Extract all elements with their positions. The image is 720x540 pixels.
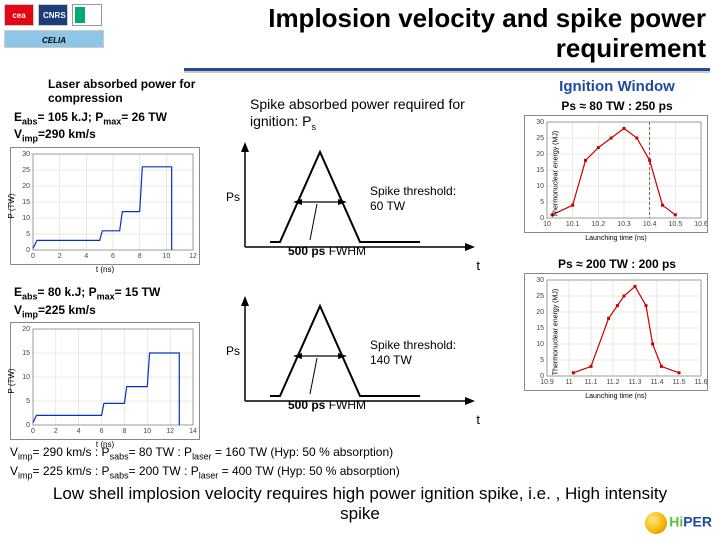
svg-text:12: 12 <box>189 253 197 260</box>
svg-text:30: 30 <box>536 119 544 126</box>
svg-text:2: 2 <box>58 253 62 260</box>
svg-text:12: 12 <box>166 428 174 435</box>
svg-text:14: 14 <box>189 428 197 435</box>
svg-text:8: 8 <box>138 253 142 260</box>
svg-text:2: 2 <box>54 428 58 435</box>
svg-text:4: 4 <box>77 428 81 435</box>
svg-text:10: 10 <box>22 374 30 381</box>
row2-params: Eabs= 80 k.J; Pmax= 15 TW Vimp=225 km/s <box>14 285 206 320</box>
svg-text:10.9: 10.9 <box>540 379 554 386</box>
svg-text:10.5: 10.5 <box>669 221 683 228</box>
ignition-heading: Ignition Window <box>520 78 714 95</box>
svg-text:10: 10 <box>22 215 30 222</box>
svg-text:20: 20 <box>22 326 30 333</box>
svg-text:0: 0 <box>31 253 35 260</box>
svg-text:0: 0 <box>540 215 544 222</box>
spike1-threshold: Spike threshold:60 TW <box>370 184 456 213</box>
ignition-chart-2: 10.9 11 11.1 11.2 11.3 11.4 11.5 11.6 0 5 10 15 20 25… <box>524 273 708 391</box>
mid-heading: Spike absorbed power required for igniti… <box>250 96 510 132</box>
svg-text:20: 20 <box>22 183 30 190</box>
svg-text:5: 5 <box>540 357 544 364</box>
svg-text:25: 25 <box>22 167 30 174</box>
svg-text:10: 10 <box>536 341 544 348</box>
svg-text:11.2: 11.2 <box>606 379 619 386</box>
spike2-fwhm: 500 ps FWHM <box>288 398 366 412</box>
summary-block: Vimp= 290 km/s : Psabs= 80 TW : Plaser =… <box>10 444 710 481</box>
svg-text:11.3: 11.3 <box>628 379 641 386</box>
compression-chart-2: 0246810121405101520 P (TW) t (ns) <box>10 322 200 440</box>
svg-text:15: 15 <box>536 325 544 332</box>
svg-text:30: 30 <box>536 277 544 284</box>
svg-text:6: 6 <box>111 253 115 260</box>
svg-text:15: 15 <box>22 350 30 357</box>
spike2-t: t <box>476 412 480 427</box>
svg-text:25: 25 <box>536 293 544 300</box>
svg-text:0: 0 <box>31 428 35 435</box>
svg-text:10: 10 <box>143 428 151 435</box>
hiper-ball-icon <box>645 512 667 534</box>
left-heading: Laser absorbed power for compression <box>48 78 206 106</box>
svg-text:10: 10 <box>536 183 544 190</box>
spike-diagram-2: Ps Spike threshold:140 TW 500 ps FWHM t <box>220 286 510 436</box>
title-shadow <box>184 71 710 73</box>
svg-text:10: 10 <box>543 221 551 228</box>
ignition-row1-label: Ps ≈ 80 TW : 250 ps <box>520 99 714 113</box>
svg-text:0: 0 <box>26 422 30 429</box>
svg-text:10.6: 10.6 <box>694 221 707 228</box>
cea-logo: cea <box>4 4 34 26</box>
svg-text:10.3: 10.3 <box>617 221 631 228</box>
logo-block: cea CNRS CELIA <box>4 4 124 48</box>
compression-chart-1: 024681012051015202530 P (TW) t (ns) <box>10 147 200 265</box>
svg-text:10.4: 10.4 <box>643 221 657 228</box>
svg-text:10.1: 10.1 <box>566 221 580 228</box>
ignition-row2-label: Ps ≈ 200 TW : 200 ps <box>520 257 714 271</box>
svg-text:30: 30 <box>22 151 30 158</box>
svg-text:0: 0 <box>26 247 30 254</box>
svg-text:15: 15 <box>22 199 30 206</box>
page-title: Implosion velocity and spike power requi… <box>124 4 710 64</box>
cnrs-logo: CNRS <box>38 4 68 26</box>
svg-text:20: 20 <box>536 151 544 158</box>
svg-text:4: 4 <box>84 253 88 260</box>
ps-axis-label: Ps <box>226 190 240 204</box>
svg-text:8: 8 <box>122 428 126 435</box>
svg-text:20: 20 <box>536 309 544 316</box>
bordeaux-logo <box>72 4 102 26</box>
spike1-fwhm: 500 ps FWHM <box>288 244 366 258</box>
svg-text:5: 5 <box>26 231 30 238</box>
svg-text:11.4: 11.4 <box>650 379 663 386</box>
svg-text:25: 25 <box>536 135 544 142</box>
svg-text:11: 11 <box>565 379 572 386</box>
row1-params: Eabs= 105 k.J; Pmax= 26 TW Vimp=290 km/s <box>14 110 206 145</box>
svg-text:6: 6 <box>100 428 104 435</box>
svg-text:10.2: 10.2 <box>592 221 606 228</box>
hiper-logo: HiPER <box>645 512 712 534</box>
spike1-t: t <box>476 258 480 273</box>
spike2-threshold: Spike threshold:140 TW <box>370 338 456 367</box>
svg-text:15: 15 <box>536 167 544 174</box>
svg-text:10: 10 <box>162 253 170 260</box>
svg-text:5: 5 <box>540 199 544 206</box>
svg-text:5: 5 <box>26 398 30 405</box>
svg-text:0: 0 <box>540 373 544 380</box>
spike-diagram-1: Ps Spike threshold:60 TW 500 ps FWHM t <box>220 132 510 282</box>
svg-text:11.5: 11.5 <box>672 379 685 386</box>
svg-text:11.1: 11.1 <box>584 379 597 386</box>
ps-axis-label-2: Ps <box>226 344 240 358</box>
conclusion-text: Low shell implosion velocity requires hi… <box>40 484 680 524</box>
svg-text:11.6: 11.6 <box>694 379 707 386</box>
ignition-chart-1: 1010.110.210.310.410.510.6051015202530 T… <box>524 115 708 233</box>
celia-logo: CELIA <box>4 30 104 48</box>
